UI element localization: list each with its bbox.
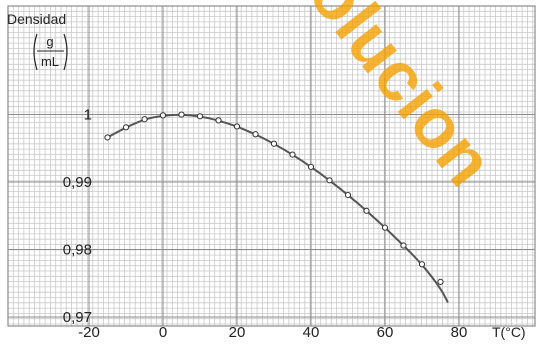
data-point (437, 278, 444, 285)
data-point (252, 131, 259, 138)
data-point (270, 140, 278, 147)
x-tick-label: 40 (303, 324, 320, 341)
data-point (326, 177, 333, 184)
y-tick-label: 0,98 (63, 242, 92, 259)
y-unit-numerator: g (46, 34, 53, 49)
x-tick-label: 80 (451, 324, 468, 341)
data-point (159, 112, 167, 119)
tick-labels: -20 0 20 40 60 80 0,97 0,98 0,99 1 (63, 107, 468, 342)
data-point (196, 113, 204, 120)
data-point (363, 207, 370, 214)
data-point (307, 163, 315, 170)
data-point (344, 191, 352, 199)
data-point (122, 124, 130, 131)
x-tick-label: 20 (229, 324, 246, 341)
data-point (400, 242, 407, 249)
y-tick-label: 1 (84, 107, 92, 124)
y-tick-label: 0,97 (63, 309, 92, 326)
x-tick-label: -20 (78, 324, 100, 341)
plot-border (7, 5, 536, 327)
y-unit-denominator: mL (41, 54, 59, 69)
data-point (215, 117, 222, 124)
data-point (418, 261, 426, 268)
data-point (289, 151, 296, 158)
x-axis-title: T(°C) (492, 324, 526, 340)
data-point (104, 134, 111, 141)
y-unit-right-paren (63, 33, 68, 71)
data-point (381, 224, 389, 231)
data-point (178, 111, 185, 118)
x-tick-label: 60 (377, 324, 394, 341)
data-points (104, 111, 444, 285)
y-unit-left-paren (33, 33, 38, 71)
data-point (233, 123, 241, 130)
y-tick-label: 0,99 (63, 174, 92, 191)
data-point (141, 116, 148, 123)
x-tick-label: 0 (159, 324, 167, 341)
grid (7, 5, 536, 327)
y-axis-title: Densidad (7, 11, 66, 27)
